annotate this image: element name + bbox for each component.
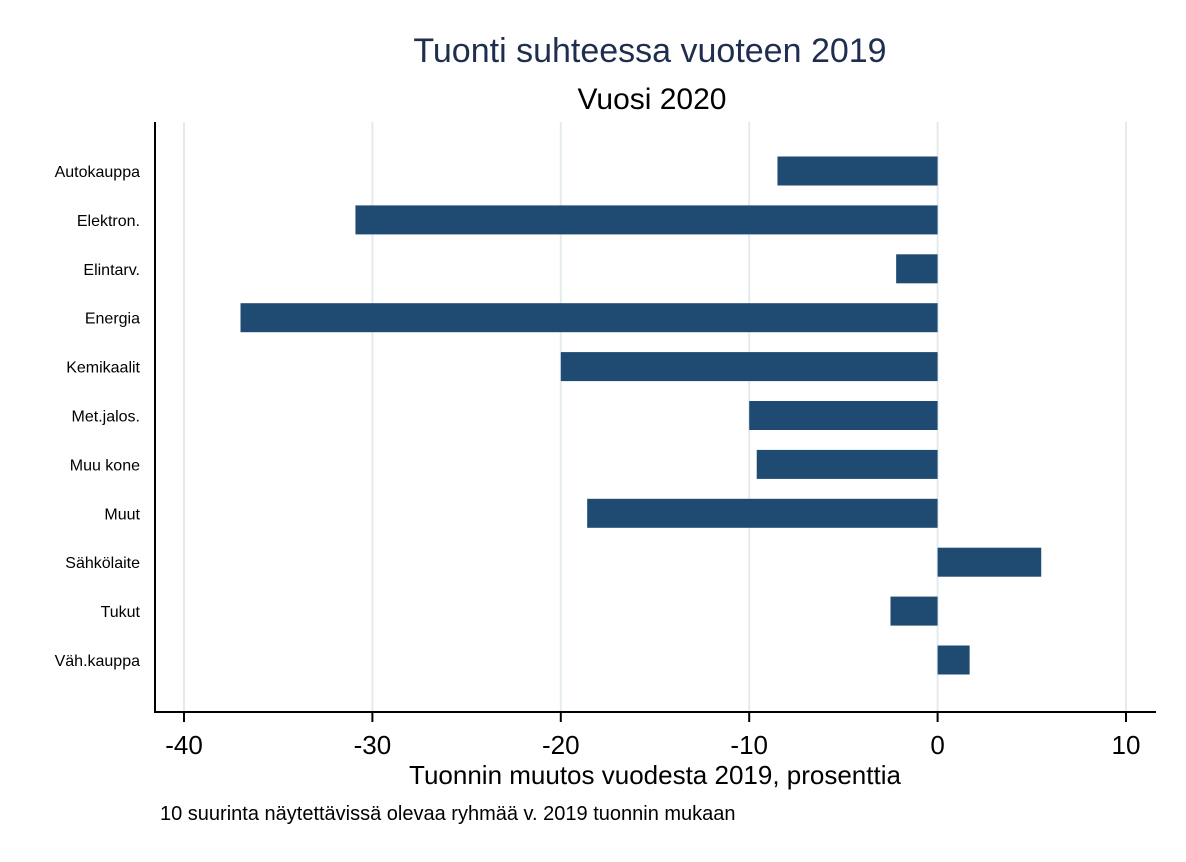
bar — [355, 205, 938, 235]
x-axis-label: Tuonnin muutos vuodesta 2019, prosenttia — [409, 760, 901, 790]
category-label: Energia — [85, 311, 140, 328]
category-label: Elektron. — [77, 213, 140, 230]
bar — [890, 596, 938, 626]
bars — [240, 156, 1042, 675]
chart-title: Tuonti suhteessa vuoteen 2019 — [413, 32, 886, 70]
bar — [756, 449, 938, 479]
bar — [587, 498, 938, 528]
category-label: Autokauppa — [55, 164, 141, 181]
bar — [937, 547, 1042, 577]
category-label: Muut — [104, 506, 140, 523]
category-label: Tukut — [101, 604, 141, 621]
bar — [749, 401, 938, 430]
x-tick-label: -10 — [730, 730, 768, 760]
category-label: Met.jalos. — [72, 409, 140, 426]
bar — [777, 156, 938, 186]
category-label: Elintarv. — [83, 262, 140, 279]
category-label: Muu kone — [70, 457, 140, 474]
category-label: Sähkölaite — [65, 555, 140, 572]
category-label: Kemikaalit — [66, 360, 140, 377]
x-tick-label: 0 — [930, 730, 944, 760]
x-axis-ticks: -40 -30 -20 -10 0 10 — [165, 712, 1140, 760]
bar — [937, 645, 970, 675]
category-labels: Autokauppa Elektron. Elintarv. Energia Kemik… — [55, 164, 141, 670]
bar — [560, 352, 938, 382]
chart-note: 10 suurinta näytettävissä olevaa ryhmää … — [160, 803, 736, 825]
x-tick-label: -30 — [354, 730, 392, 760]
category-label: Väh.kauppa — [55, 653, 141, 670]
bar — [240, 303, 938, 333]
chart-subtitle: Vuosi 2020 — [577, 83, 726, 116]
bar — [896, 254, 938, 284]
x-tick-label: -20 — [542, 730, 580, 760]
x-tick-label: 10 — [1112, 730, 1141, 760]
x-tick-label: -40 — [165, 730, 203, 760]
